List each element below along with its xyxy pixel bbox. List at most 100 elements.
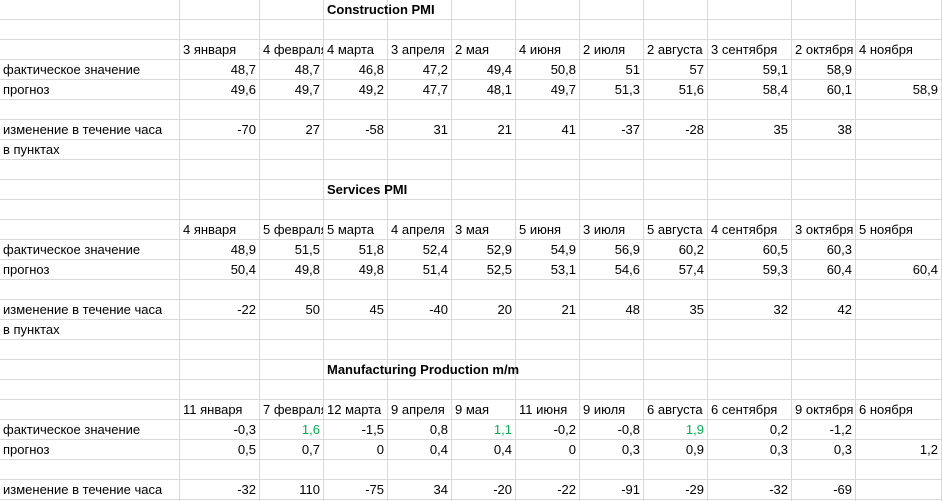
change-value-cell[interactable]: -29 [685,482,704,497]
row-label-change[interactable]: изменение в течение часа [3,482,163,497]
actual-value-cell[interactable]: 48,9 [230,242,256,257]
change-value-cell[interactable]: -75 [365,482,384,497]
forecast-value-cell[interactable]: 49,7 [294,82,320,97]
forecast-value-cell[interactable]: 0,9 [685,442,704,457]
actual-value-cell[interactable] [856,240,941,259]
section-title-services[interactable]: Services PMI [327,182,408,197]
actual-value-cell[interactable]: 51 [625,62,640,77]
forecast-value-cell[interactable]: 48,1 [486,82,512,97]
forecast-value-cell[interactable]: 59,3 [762,262,788,277]
forecast-value-cell[interactable]: 50,4 [230,262,256,277]
change-value-cell[interactable]: 41 [561,122,576,137]
change-value-cell[interactable]: 110 [299,482,320,497]
row-label-change[interactable]: изменение в течение часа [3,122,163,137]
date-cell[interactable]: 3 мая [455,222,490,237]
change-value-cell[interactable]: -40 [429,302,448,317]
change-value-cell[interactable]: -28 [685,122,704,137]
change-value-cell[interactable]: -70 [237,122,256,137]
forecast-value-cell[interactable]: 0,3 [769,442,788,457]
date-cell[interactable]: 5 февраля [263,222,323,237]
date-cell[interactable]: 3 сентября [711,42,778,57]
actual-value-cell[interactable] [856,420,941,439]
actual-value-cell[interactable]: 60,2 [678,242,704,257]
actual-value-cell[interactable]: 48,7 [230,62,256,77]
forecast-value-cell[interactable]: 53,1 [550,262,576,277]
date-cell[interactable]: 9 апреля [391,402,445,417]
actual-value-cell[interactable]: -0,2 [553,422,576,437]
forecast-value-cell[interactable]: 47,7 [422,82,448,97]
date-cell[interactable]: 5 августа [647,222,703,237]
actual-value-cell[interactable]: 50,8 [550,62,576,77]
actual-value-cell[interactable]: -0,3 [233,422,256,437]
row-label-actual[interactable]: фактическое значение [3,422,141,437]
row-label-change-unit[interactable]: в пунктах [3,142,60,157]
forecast-value-cell[interactable]: 0,7 [301,442,320,457]
forecast-value-cell[interactable]: 54,6 [614,262,640,277]
row-label-forecast[interactable]: прогноз [3,82,50,97]
actual-value-cell[interactable]: 1,1 [493,422,512,437]
change-value-cell[interactable] [856,120,941,139]
forecast-value-cell[interactable]: 0,3 [621,442,640,457]
change-value-cell[interactable]: 20 [497,302,512,317]
date-cell[interactable]: 4 апреля [391,222,445,237]
actual-value-cell[interactable]: 57 [689,62,704,77]
row-label-forecast[interactable]: прогноз [3,262,50,277]
date-cell[interactable]: 4 января [183,222,237,237]
forecast-value-cell[interactable]: 0 [568,442,576,457]
forecast-value-cell[interactable]: 0 [376,442,384,457]
actual-value-cell[interactable]: 58,9 [826,62,852,77]
date-cell[interactable]: 5 июня [519,222,562,237]
change-value-cell[interactable]: -22 [557,482,576,497]
change-value-cell[interactable]: 50 [305,302,320,317]
date-cell[interactable]: 3 октября [795,222,854,237]
date-cell[interactable]: 9 июля [583,402,626,417]
actual-value-cell[interactable]: 48,7 [294,62,320,77]
actual-value-cell[interactable]: 51,8 [358,242,384,257]
change-value-cell[interactable]: -37 [621,122,640,137]
forecast-value-cell[interactable]: 49,6 [230,82,256,97]
actual-value-cell[interactable]: 59,1 [762,62,788,77]
change-value-cell[interactable]: 48 [625,302,640,317]
actual-value-cell[interactable]: 0,8 [429,422,448,437]
date-cell[interactable]: 2 мая [455,42,490,57]
actual-value-cell[interactable]: 54,9 [550,242,576,257]
forecast-value-cell[interactable]: 1,2 [919,442,938,457]
change-value-cell[interactable]: 31 [433,122,448,137]
change-value-cell[interactable] [856,300,941,319]
change-value-cell[interactable]: 45 [369,302,384,317]
forecast-value-cell[interactable]: 0,4 [429,442,448,457]
forecast-value-cell[interactable]: 0,3 [833,442,852,457]
change-value-cell[interactable]: 42 [837,302,852,317]
change-value-cell[interactable]: 27 [305,122,320,137]
date-cell[interactable]: 4 марта [327,42,374,57]
date-cell[interactable]: 2 июля [583,42,626,57]
row-label-actual[interactable]: фактическое значение [3,62,141,77]
forecast-value-cell[interactable]: 58,9 [912,82,938,97]
forecast-value-cell[interactable]: 0,5 [237,442,256,457]
date-cell[interactable]: 4 сентября [711,222,778,237]
date-cell[interactable]: 3 апреля [391,42,445,57]
change-value-cell[interactable]: 35 [689,302,704,317]
change-value-cell[interactable]: 38 [837,122,852,137]
date-cell[interactable]: 2 октября [795,42,854,57]
forecast-value-cell[interactable]: 60,1 [826,82,852,97]
date-cell[interactable]: 5 ноября [859,222,913,237]
actual-value-cell[interactable]: 56,9 [614,242,640,257]
actual-value-cell[interactable]: -1,5 [361,422,384,437]
forecast-value-cell[interactable]: 60,4 [826,262,852,277]
date-cell[interactable]: 5 марта [327,222,374,237]
change-value-cell[interactable]: -58 [365,122,384,137]
row-label-forecast[interactable]: прогноз [3,442,50,457]
date-cell[interactable]: 3 июля [583,222,626,237]
forecast-value-cell[interactable]: 49,8 [294,262,320,277]
change-value-cell[interactable]: -91 [621,482,640,497]
change-value-cell[interactable]: 35 [773,122,788,137]
date-cell[interactable]: 6 ноября [859,402,913,417]
forecast-value-cell[interactable]: 0,4 [493,442,512,457]
forecast-value-cell[interactable]: 49,2 [358,82,384,97]
change-value-cell[interactable]: -20 [493,482,512,497]
forecast-value-cell[interactable]: 57,4 [678,262,704,277]
actual-value-cell[interactable]: 51,5 [294,242,320,257]
date-cell[interactable]: 2 августа [647,42,703,57]
